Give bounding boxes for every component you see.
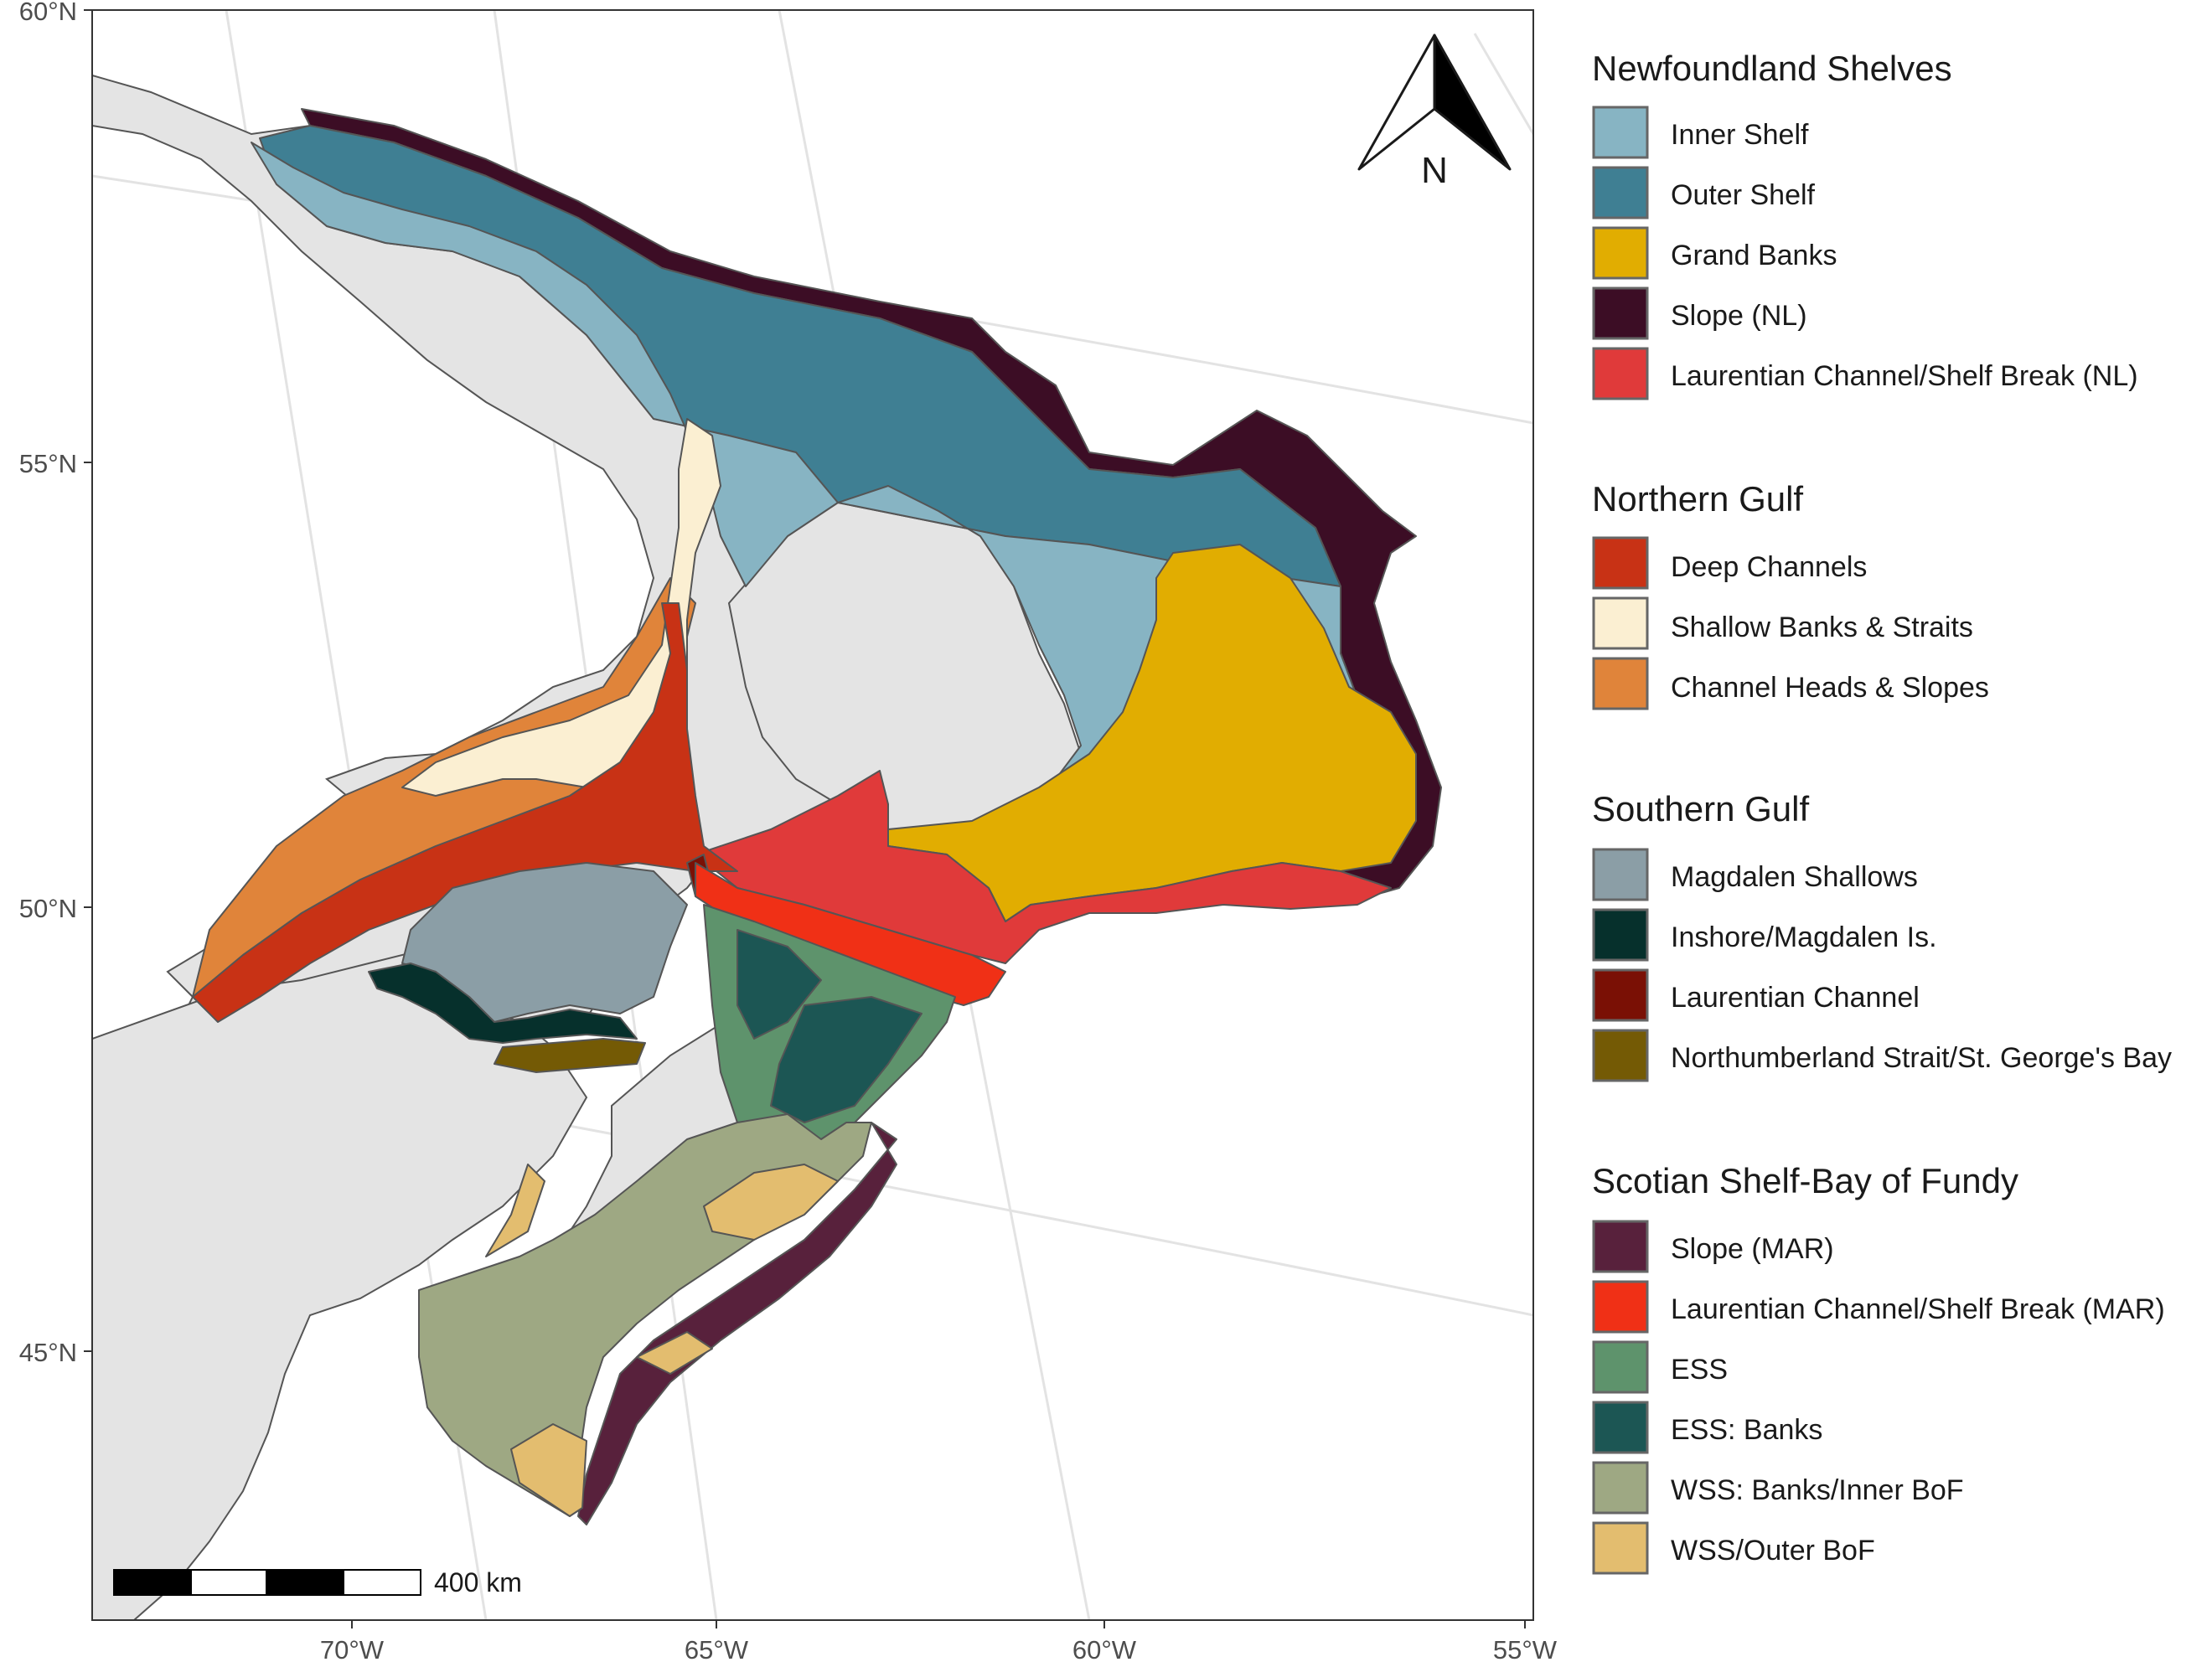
- map-panel: 60°N 55°N 50°N 45°N 70°W 65°W 60°W 55°W …: [19, 0, 1558, 1662]
- lat-label-60: 60°N: [19, 0, 77, 26]
- legend-label-laurentian-mar: Laurentian Channel/Shelf Break (MAR): [1671, 1293, 2165, 1325]
- legend-swatch-magdalen-shallows: [1592, 848, 1649, 901]
- map-panel-border: [91, 9, 1534, 1621]
- lon-label-60: 60°W: [1072, 1635, 1137, 1662]
- legend-swatch-inshore-magdalen: [1592, 908, 1649, 962]
- legend-title-southern-gulf: Southern Gulf: [1592, 789, 1809, 828]
- latitude-labels: 60°N 55°N 50°N 45°N: [19, 0, 77, 1367]
- legend-label-laurentian-nl: Laurentian Channel/Shelf Break (NL): [1671, 360, 2138, 392]
- legend-label-shallow-banks: Shallow Banks & Straits: [1671, 612, 1973, 643]
- legend-swatch-ess: [1592, 1340, 1649, 1394]
- legend-label-slope-mar: Slope (MAR): [1671, 1233, 1834, 1265]
- legend-group-newfoundland-shelves: Newfoundland Shelves Inner Shelf Outer S…: [1592, 49, 2138, 400]
- legend-label-inshore-magdalen: Inshore/Magdalen Is.: [1671, 921, 1937, 953]
- legend-title-newfoundland-shelves: Newfoundland Shelves: [1592, 49, 1952, 88]
- region-northumberland-strait: [494, 1038, 646, 1073]
- legend-swatch-northumberland: [1592, 1029, 1649, 1082]
- region-ess-banks: [736, 929, 923, 1123]
- region-wss-outer-bof: [485, 1164, 839, 1517]
- lat-label-50: 50°N: [19, 894, 77, 923]
- legend-swatch-ess-banks: [1592, 1401, 1649, 1454]
- legend-swatch-wss-banks: [1592, 1461, 1649, 1515]
- legend-swatch-laurentian-channel: [1592, 968, 1649, 1022]
- legend-swatch-outer-shelf: [1592, 166, 1649, 219]
- lat-label-45: 45°N: [19, 1338, 77, 1367]
- longitude-labels: 70°W 65°W 60°W 55°W: [320, 1635, 1558, 1662]
- legend-swatch-deep-channels: [1592, 536, 1649, 590]
- legend-title-scotian-shelf: Scotian Shelf-Bay of Fundy: [1592, 1161, 2018, 1200]
- scale-bar: 400 km: [113, 1567, 522, 1597]
- legend-title-northern-gulf: Northern Gulf: [1592, 479, 1803, 519]
- north-arrow: N: [1357, 34, 1512, 191]
- region-deep-channels: [192, 602, 738, 1023]
- legend-group-southern-gulf: Southern Gulf Magdalen Shallows Inshore/…: [1592, 789, 2172, 1082]
- lon-label-55: 55°W: [1493, 1635, 1558, 1662]
- region-slope-mar: [577, 1122, 897, 1525]
- legend-label-wss-banks: WSS: Banks/Inner BoF: [1671, 1474, 1964, 1506]
- axis-ticks: [84, 9, 1526, 1628]
- legend-swatch-shallow-banks: [1592, 596, 1649, 650]
- legend-label-deep-channels: Deep Channels: [1671, 551, 1867, 583]
- region-inshore-magdalen: [368, 963, 638, 1044]
- north-arrow-label: N: [1421, 150, 1448, 191]
- lon-label-65: 65°W: [685, 1635, 749, 1662]
- legend-swatch-channel-heads: [1592, 657, 1649, 710]
- legend-swatch-grand-banks: [1592, 226, 1649, 280]
- scale-bar-label: 400 km: [434, 1567, 522, 1597]
- legend-label-ess: ESS: [1671, 1354, 1728, 1386]
- legend-label-ess-banks: ESS: Banks: [1671, 1414, 1822, 1446]
- legend-label-slope-nl: Slope (NL): [1671, 300, 1807, 332]
- legend-label-laurentian-channel: Laurentian Channel: [1671, 982, 1920, 1014]
- region-laurentian-shelf-break-nl: [695, 770, 1392, 964]
- legend-label-wss-outer-bof: WSS/Outer BoF: [1671, 1535, 1875, 1567]
- bioregion-polygons: [192, 108, 1442, 1525]
- legend-swatch-wss-outer-bof: [1592, 1521, 1649, 1575]
- legend-label-northumberland: Northumberland Strait/St. George's Bay: [1671, 1042, 2172, 1074]
- legend-swatch-slope-mar: [1592, 1220, 1649, 1273]
- legend-label-magdalen-shallows: Magdalen Shallows: [1671, 861, 1918, 893]
- lat-label-55: 55°N: [19, 449, 77, 478]
- legend-swatch-laurentian-mar: [1592, 1280, 1649, 1334]
- legend-group-northern-gulf: Northern Gulf Deep Channels Shallow Bank…: [1592, 479, 1989, 710]
- legend: Newfoundland Shelves Inner Shelf Outer S…: [1592, 49, 2172, 1575]
- legend-swatch-slope-nl: [1592, 286, 1649, 340]
- legend-label-channel-heads: Channel Heads & Slopes: [1671, 672, 1989, 704]
- legend-swatch-laurentian-nl: [1592, 347, 1649, 400]
- lon-label-70: 70°W: [320, 1635, 385, 1662]
- legend-label-inner-shelf: Inner Shelf: [1671, 119, 1809, 151]
- legend-label-outer-shelf: Outer Shelf: [1671, 179, 1816, 211]
- legend-group-scotian-shelf: Scotian Shelf-Bay of Fundy Slope (MAR) L…: [1592, 1161, 2165, 1575]
- legend-swatch-inner-shelf: [1592, 106, 1649, 159]
- legend-label-grand-banks: Grand Banks: [1671, 240, 1837, 271]
